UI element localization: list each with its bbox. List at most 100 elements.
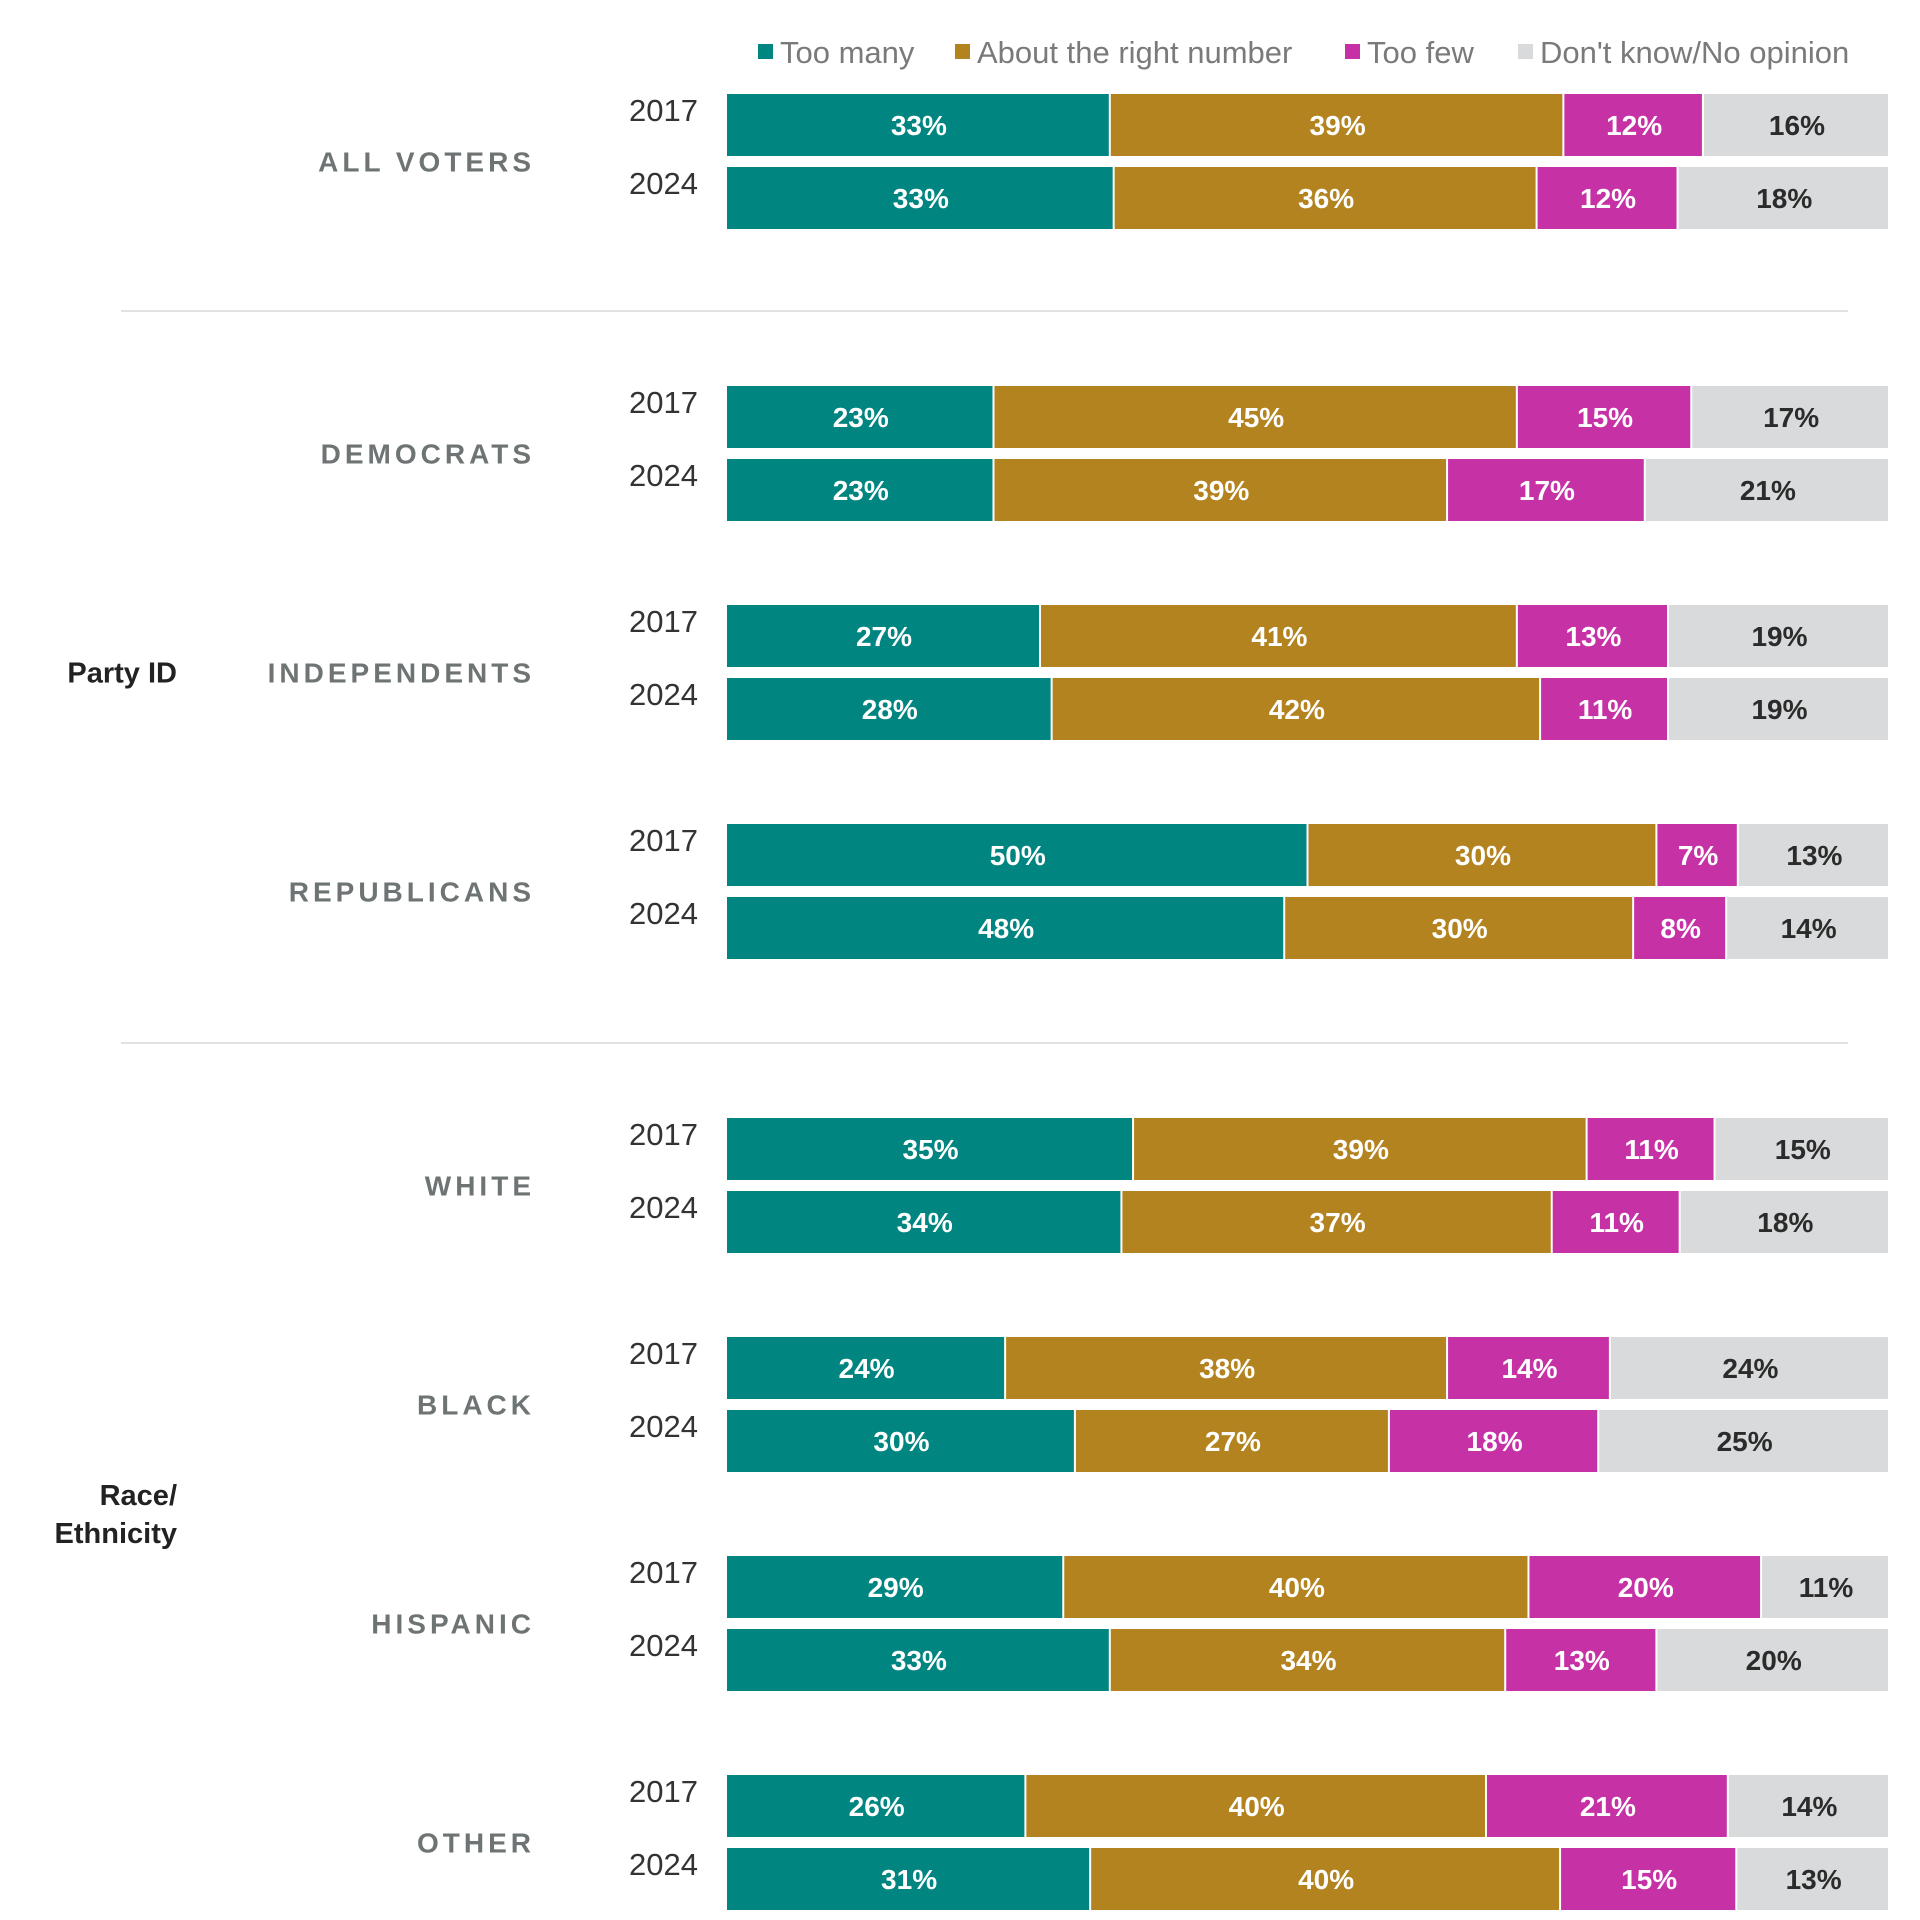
bar-row: 2017 50% 30% 7% 13% bbox=[629, 823, 1888, 886]
bar-segment bbox=[1552, 1191, 1679, 1253]
bar-segment bbox=[1122, 1191, 1551, 1253]
group-label: HISPANIC bbox=[371, 1609, 535, 1640]
bar-value-label: 39% bbox=[1333, 1134, 1389, 1165]
bar-value-label: 14% bbox=[1501, 1353, 1557, 1384]
legend-swatch bbox=[1345, 44, 1360, 59]
bar-value-label: 23% bbox=[833, 475, 889, 506]
bar-value-label: 17% bbox=[1763, 402, 1819, 433]
bar-segment bbox=[1114, 167, 1536, 229]
bar-value-label: 13% bbox=[1786, 1864, 1842, 1895]
bar-row: 2024 34% 37% 11% 18% bbox=[629, 1190, 1888, 1253]
section-dividers bbox=[121, 310, 1848, 1044]
bar-row: 2024 28% 42% 11% 19% bbox=[629, 677, 1888, 740]
legend-label: About the right number bbox=[977, 35, 1292, 70]
group-hispanic: HISPANIC 2017 29% 40% 20% 11% 2024 33% 34% 13% 20% bbox=[371, 1555, 1888, 1691]
bar-value-label: 15% bbox=[1621, 1864, 1677, 1895]
bar-value-label: 30% bbox=[1455, 840, 1511, 871]
bar-value-label: 25% bbox=[1717, 1426, 1773, 1457]
bar-segment bbox=[994, 459, 1447, 521]
bar-segment bbox=[727, 167, 1113, 229]
bar-value-label: 17% bbox=[1519, 475, 1575, 506]
bar-segment bbox=[1703, 94, 1888, 156]
bar-segment bbox=[1308, 824, 1656, 886]
bar-segment bbox=[1657, 1629, 1888, 1691]
bar-value-label: 18% bbox=[1756, 183, 1812, 214]
bar-value-label: 42% bbox=[1269, 694, 1325, 725]
bar-segment bbox=[1645, 459, 1888, 521]
bar-value-label: 33% bbox=[891, 110, 947, 141]
bar-value-label: 13% bbox=[1786, 840, 1842, 871]
bar-value-label: 13% bbox=[1554, 1645, 1610, 1676]
year-label: 2024 bbox=[629, 1628, 698, 1663]
bar-value-label: 7% bbox=[1678, 840, 1719, 871]
year-label: 2024 bbox=[629, 677, 698, 712]
bar-value-label: 39% bbox=[1193, 475, 1249, 506]
bar-segment bbox=[1680, 1191, 1888, 1253]
bar-segment bbox=[727, 897, 1284, 959]
bar-value-label: 34% bbox=[897, 1207, 953, 1238]
bar-segment bbox=[1599, 1410, 1888, 1472]
bar-segment bbox=[727, 1775, 1025, 1837]
bar-segment bbox=[1541, 678, 1668, 740]
bar-value-label: 11% bbox=[1578, 694, 1633, 725]
bar-segment bbox=[1091, 1848, 1560, 1910]
bar-segment bbox=[727, 605, 1040, 667]
bar-value-label: 40% bbox=[1229, 1791, 1285, 1822]
bar-row: 2024 30% 27% 18% 25% bbox=[629, 1409, 1888, 1472]
group-black: BLACK 2017 24% 38% 14% 24% 2024 30% 27% 18% 25% bbox=[417, 1336, 1888, 1472]
bar-row: 2017 24% 38% 14% 24% bbox=[629, 1336, 1888, 1399]
year-label: 2017 bbox=[629, 604, 698, 639]
bar-segment bbox=[1448, 1337, 1609, 1399]
bar-segment bbox=[1529, 1556, 1761, 1618]
bar-value-label: 24% bbox=[1722, 1353, 1778, 1384]
year-label: 2024 bbox=[629, 458, 698, 493]
bar-row: 2017 23% 45% 15% 17% bbox=[629, 385, 1888, 448]
bar-segment bbox=[1041, 605, 1516, 667]
group-republicans: REPUBLICANS 2017 50% 30% 7% 13% 2024 48% 30% 8% 14… bbox=[289, 823, 1888, 959]
bar-segment bbox=[1537, 167, 1677, 229]
bar-segment bbox=[1006, 1337, 1447, 1399]
bar-value-label: 18% bbox=[1467, 1426, 1523, 1457]
bar-value-label: 39% bbox=[1310, 110, 1366, 141]
bar-value-label: 37% bbox=[1310, 1207, 1366, 1238]
group-label: OTHER bbox=[417, 1828, 535, 1859]
bar-row: 2017 35% 39% 11% 15% bbox=[629, 1117, 1888, 1180]
bar-value-label: 41% bbox=[1251, 621, 1307, 652]
bar-segment bbox=[1517, 605, 1668, 667]
bar-segment bbox=[1075, 1410, 1388, 1472]
bar-value-label: 24% bbox=[839, 1353, 895, 1384]
bar-value-label: 35% bbox=[903, 1134, 959, 1165]
group-rows: ALL VOTERS 2017 33% 39% 12% 16% 2024 33% 36% 12% 1… bbox=[268, 93, 1888, 1910]
bar-value-label: 30% bbox=[873, 1426, 929, 1457]
bar-segment bbox=[1561, 1848, 1736, 1910]
bar-segment bbox=[727, 1848, 1090, 1910]
bar-value-label: 27% bbox=[1205, 1426, 1261, 1457]
legend-swatch bbox=[955, 44, 970, 59]
bar-segment bbox=[727, 1337, 1005, 1399]
bar-segment bbox=[1564, 94, 1702, 156]
legend-swatch bbox=[758, 44, 773, 59]
bar-value-label: 33% bbox=[891, 1645, 947, 1676]
bar-value-label: 29% bbox=[868, 1572, 924, 1603]
bar-segment bbox=[727, 1629, 1109, 1691]
group-independents: INDEPENDENTS 2017 27% 41% 13% 19% 2024 28% 42% 11… bbox=[268, 604, 1888, 740]
bar-segment bbox=[1728, 1775, 1888, 1837]
bar-value-label: 40% bbox=[1298, 1864, 1354, 1895]
legend-label: Don't know/No opinion bbox=[1540, 35, 1849, 70]
bar-segment bbox=[1669, 605, 1888, 667]
bar-segment bbox=[1448, 459, 1644, 521]
group-label: INDEPENDENTS bbox=[268, 658, 535, 689]
legend-swatch bbox=[1518, 44, 1533, 59]
legend-item: About the right number bbox=[955, 35, 1292, 70]
bar-value-label: 15% bbox=[1577, 402, 1633, 433]
bar-segment bbox=[1715, 1118, 1888, 1180]
bar-row: 2017 33% 39% 12% 16% bbox=[629, 93, 1888, 156]
group-label: BLACK bbox=[417, 1390, 535, 1421]
bar-segment bbox=[1052, 678, 1540, 740]
bar-segment bbox=[1610, 1337, 1888, 1399]
bar-segment bbox=[1762, 1556, 1888, 1618]
bar-segment bbox=[727, 678, 1051, 740]
bar-segment bbox=[727, 459, 993, 521]
group-white: WHITE 2017 35% 39% 11% 15% 2024 34% 37% 11% 18% bbox=[425, 1117, 1888, 1253]
group-other: OTHER 2017 26% 40% 21% 14% 2024 31% 40% 15% 13% bbox=[417, 1774, 1888, 1910]
